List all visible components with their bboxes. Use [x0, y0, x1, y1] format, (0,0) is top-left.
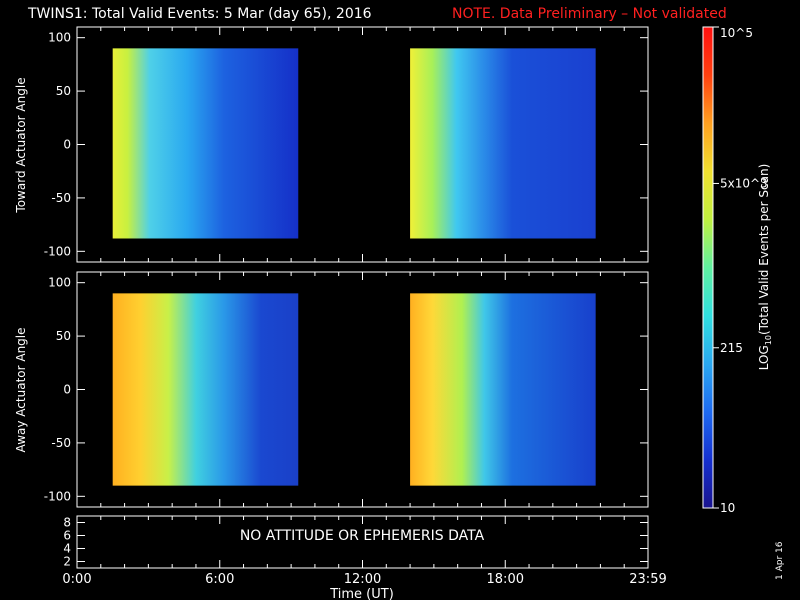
heatmap-block	[410, 48, 596, 239]
heatmap-block	[112, 48, 299, 239]
panel0-y-tick-label: -50	[51, 191, 71, 205]
colorbar-ticks: 10 215 5x10^3 10^5	[713, 26, 768, 515]
panel1-y-tick-label: 50	[56, 329, 71, 343]
panel2-y-tick-label: 4	[63, 542, 71, 556]
colorbar-tick-label: 10^5	[720, 26, 753, 40]
colorbar-tick-label: 10	[720, 501, 735, 515]
colorbar-label-rest: (Total Valid Events per Scan)	[757, 164, 771, 335]
panel2-y-tick-label: 6	[63, 529, 71, 543]
panel-toward: 100 50 0 -50 -100 Toward Actuator Angle	[14, 26, 649, 263]
panel0-y-tick-label: 0	[63, 138, 71, 152]
x-tick-label: 0:00	[62, 572, 91, 587]
panel-away-yticks: 100 50 0 -50 -100	[44, 276, 648, 503]
panel-away-ylabel: Away Actuator Angle	[14, 327, 28, 452]
ephemeris-message: NO ATTITUDE OR EPHEMERIS DATA	[240, 528, 485, 544]
panel1-y-tick-label: 100	[48, 276, 71, 290]
colorbar-label-prefix: LOG	[757, 345, 771, 370]
panel-away-blocks	[112, 293, 596, 486]
x-tick-label: 18:00	[487, 572, 524, 587]
x-tick-label: 6:00	[205, 572, 234, 587]
panel0-y-tick-label: 50	[56, 84, 71, 98]
panel1-y-tick-label: 0	[63, 383, 71, 397]
panel2-y-tick-label: 2	[63, 555, 71, 569]
panel-away-xticks	[76, 272, 649, 507]
panel-ephemeris-xticks: 0:00 6:00 12:00 18:00 23:59	[62, 516, 667, 587]
panel2-y-tick-label: 8	[63, 516, 71, 530]
preliminary-note: NOTE. Data Preliminary – Not validated	[452, 6, 727, 22]
colorbar-gradient	[702, 26, 714, 509]
panel-toward-yticks: 100 50 0 -50 -100	[44, 31, 648, 258]
panel1-y-tick-label: -50	[51, 436, 71, 450]
x-axis-label: Time (UT)	[329, 587, 394, 600]
heatmap-block	[410, 293, 596, 486]
panel-toward-ylabel: Toward Actuator Angle	[14, 77, 28, 213]
colorbar-label-sub: 10	[764, 335, 773, 345]
colorbar-tick-label: 215	[720, 341, 743, 355]
panel0-y-tick-label: 100	[48, 31, 71, 45]
panel-toward-blocks	[112, 48, 596, 239]
x-tick-label: 23:59	[629, 572, 666, 587]
chart-title: TWINS1: Total Valid Events: 5 Mar (day 6…	[28, 6, 372, 22]
x-tick-label: 12:00	[344, 572, 381, 587]
panel0-y-tick-label: -100	[44, 244, 71, 258]
colorbar-tick-label: 5x10^3	[720, 176, 768, 190]
panel1-y-tick-label: -100	[44, 489, 71, 503]
panel-away: 100 50 0 -50 -100 Away Actuator Angle	[14, 271, 649, 508]
panel-toward-xticks	[76, 27, 649, 262]
colorbar-label: LOG10(Total Valid Events per Scan)	[757, 164, 773, 371]
heatmap-block	[112, 293, 299, 486]
